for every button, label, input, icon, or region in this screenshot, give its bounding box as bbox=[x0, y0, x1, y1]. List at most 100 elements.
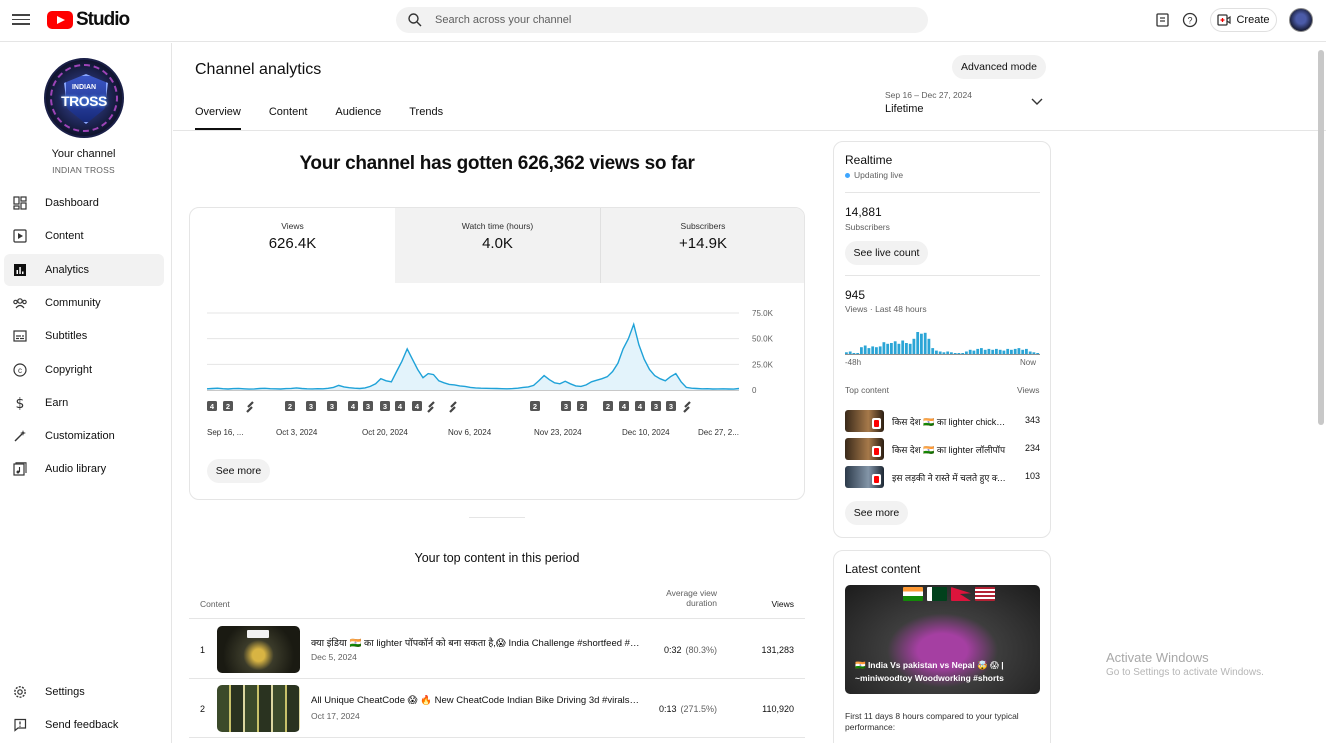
subscriber-label: Subscribers bbox=[845, 222, 890, 232]
live-indicator: Updating live bbox=[845, 170, 903, 180]
video-views: 131,283 bbox=[761, 645, 794, 655]
tab-trends[interactable]: Trends bbox=[409, 106, 444, 118]
sidebar-item-earn[interactable]: $ Earn bbox=[4, 387, 164, 419]
tab-overview[interactable]: Overview bbox=[195, 99, 241, 130]
sidebar-item-label: Dashboard bbox=[45, 197, 99, 209]
spark-bar bbox=[856, 353, 860, 354]
upload-marker bbox=[603, 401, 613, 411]
page-scrollbar[interactable] bbox=[1318, 50, 1324, 425]
top-content-item[interactable]: इस लड़की ने रास्ते में चलते हुए क्या किय… bbox=[845, 466, 1040, 490]
see-live-count-button[interactable]: See live count bbox=[845, 241, 928, 265]
metric-tab-watch-time[interactable]: Watch time (hours) 4.0K bbox=[395, 208, 600, 283]
table-row[interactable]: 1 क्या इंडिया 🇮🇳 का lighter पॉपकॉर्न को … bbox=[189, 620, 805, 679]
col-content: Content bbox=[200, 599, 230, 609]
period-text: Lifetime bbox=[885, 103, 924, 115]
help-icon[interactable]: ? bbox=[1181, 11, 1199, 29]
latest-video-thumbnail[interactable]: 🇮🇳 India Vs pakistan vs Nepal 🤯 😱 | ~min… bbox=[845, 585, 1040, 694]
subscriber-count: 14,881 bbox=[845, 205, 882, 219]
tab-content[interactable]: Content bbox=[268, 106, 308, 118]
upload-marker bbox=[530, 401, 540, 411]
spark-bar bbox=[848, 351, 852, 354]
sidebar-item-customization[interactable]: Customization bbox=[4, 420, 164, 452]
spark-bar bbox=[976, 348, 980, 354]
sidebar: INDIAN TROSS Your channel INDIAN TROSS D… bbox=[0, 43, 172, 743]
upload-marker bbox=[380, 401, 390, 411]
video-date: Dec 5, 2024 bbox=[311, 652, 357, 662]
video-title[interactable]: All Unique CheatCode 😱 🔥 New CheatCode I… bbox=[311, 695, 641, 706]
studio-logo[interactable]: Studio bbox=[47, 9, 130, 30]
sidebar-item-community[interactable]: Community bbox=[4, 287, 164, 319]
shorts-marker-icon bbox=[246, 401, 254, 413]
video-thumbnail[interactable] bbox=[217, 685, 300, 732]
video-thumbnail[interactable] bbox=[217, 626, 300, 673]
spark-bar bbox=[972, 350, 976, 354]
spark-bar bbox=[927, 338, 931, 354]
menu-icon[interactable] bbox=[12, 11, 30, 29]
spark-bar bbox=[1017, 348, 1021, 354]
spark-bar bbox=[998, 349, 1002, 354]
spark-bar bbox=[916, 332, 920, 354]
sidebar-item-send-feedback[interactable]: Send feedback bbox=[4, 709, 164, 741]
sidebar-item-content[interactable]: Content bbox=[4, 220, 164, 252]
realtime-card: Realtime Updating live 14,881 Subscriber… bbox=[833, 141, 1051, 538]
sidebar-item-audio-library[interactable]: Audio library bbox=[4, 453, 164, 485]
table-row[interactable]: 2 All Unique CheatCode 😱 🔥 New CheatCode… bbox=[189, 679, 805, 738]
earn-icon: $ bbox=[12, 395, 28, 411]
col-views[interactable]: Views bbox=[771, 599, 794, 609]
upload-marker-count: 4 bbox=[622, 402, 627, 411]
y-tick-label: 75.0K bbox=[752, 309, 774, 318]
spark-bar bbox=[912, 338, 916, 354]
upload-marker-count: 2 bbox=[606, 402, 610, 411]
search-input[interactable] bbox=[435, 14, 895, 26]
spark-bar bbox=[1006, 348, 1010, 354]
sidebar-item-subtitles[interactable]: Subtitles bbox=[4, 320, 164, 352]
sidebar-item-label: Earn bbox=[45, 397, 69, 409]
metric-tab-subscribers[interactable]: Subscribers +14.9K bbox=[600, 208, 804, 283]
account-avatar[interactable] bbox=[1289, 8, 1313, 32]
upload-marker-count: 4 bbox=[415, 402, 420, 411]
spark-bar bbox=[852, 353, 856, 354]
views-line-chart[interactable]: 0 25.0K 50.0K 75.0K 4 2 2 3 3 4 3 3 4 4 2 3 2 2 4 4 3 3 Sep 16… bbox=[190, 298, 805, 448]
upload-marker-count: 4 bbox=[398, 402, 403, 411]
advanced-mode-button[interactable]: Advanced mode bbox=[952, 55, 1046, 79]
customization-icon bbox=[12, 428, 28, 444]
upload-marker bbox=[412, 401, 422, 411]
audio-library-icon bbox=[12, 461, 28, 477]
sidebar-item-label: Subtitles bbox=[45, 330, 88, 342]
live-text: Updating live bbox=[854, 170, 904, 180]
views-48h-bar-chart[interactable] bbox=[845, 327, 1040, 355]
duration-percent: (271.5%) bbox=[680, 704, 717, 714]
metric-tab-views[interactable]: Views 626.4K bbox=[190, 208, 395, 283]
sidebar-item-dashboard[interactable]: Dashboard bbox=[4, 187, 164, 219]
spark-bar bbox=[845, 352, 848, 354]
upload-marker-count: 3 bbox=[669, 402, 673, 411]
sidebar-item-settings[interactable]: Settings bbox=[4, 676, 164, 708]
latest-content-card: Latest content 🇮🇳 India Vs pakistan vs N… bbox=[833, 550, 1051, 743]
table-header: Content Average view duration Views bbox=[189, 586, 805, 619]
sidebar-item-copyright[interactable]: c Copyright bbox=[4, 354, 164, 386]
top-content-item[interactable]: किस देश 🇮🇳 का lighter chicken टेस्ट 343 bbox=[845, 410, 1040, 434]
sidebar-item-analytics[interactable]: Analytics bbox=[4, 254, 164, 286]
see-more-button[interactable]: See more bbox=[207, 459, 270, 483]
spark-bar bbox=[860, 347, 863, 354]
create-button[interactable]: Create bbox=[1210, 8, 1277, 32]
realtime-see-more-button[interactable]: See more bbox=[845, 501, 908, 525]
spark-bar bbox=[890, 343, 893, 354]
spark-bar bbox=[957, 353, 961, 354]
col-avg-view-duration[interactable]: Average view duration bbox=[666, 588, 717, 608]
tab-audience[interactable]: Audience bbox=[335, 106, 382, 118]
x-tick-label: Nov 23, 2024 bbox=[534, 428, 582, 437]
video-title[interactable]: क्या इंडिया 🇮🇳 का lighter पॉपकॉर्न को बन… bbox=[311, 638, 641, 649]
section-divider bbox=[469, 517, 525, 518]
search-bar[interactable] bbox=[396, 7, 928, 33]
top-content-title: Your top content in this period bbox=[414, 551, 580, 565]
video-views: 110,920 bbox=[762, 704, 794, 714]
messages-icon[interactable] bbox=[1154, 11, 1172, 29]
channel-avatar[interactable]: INDIAN TROSS bbox=[44, 58, 124, 138]
video-date: Oct 17, 2024 bbox=[311, 711, 360, 721]
upload-marker-count: 4 bbox=[638, 402, 643, 411]
top-content-item[interactable]: किस देश 🇮🇳 का lighter लॉलीपॉप 234 bbox=[845, 438, 1040, 462]
shorts-icon bbox=[872, 418, 881, 429]
feedback-icon bbox=[12, 717, 28, 733]
date-range-picker[interactable]: Sep 16 – Dec 27, 2024 Lifetime bbox=[885, 90, 1043, 118]
